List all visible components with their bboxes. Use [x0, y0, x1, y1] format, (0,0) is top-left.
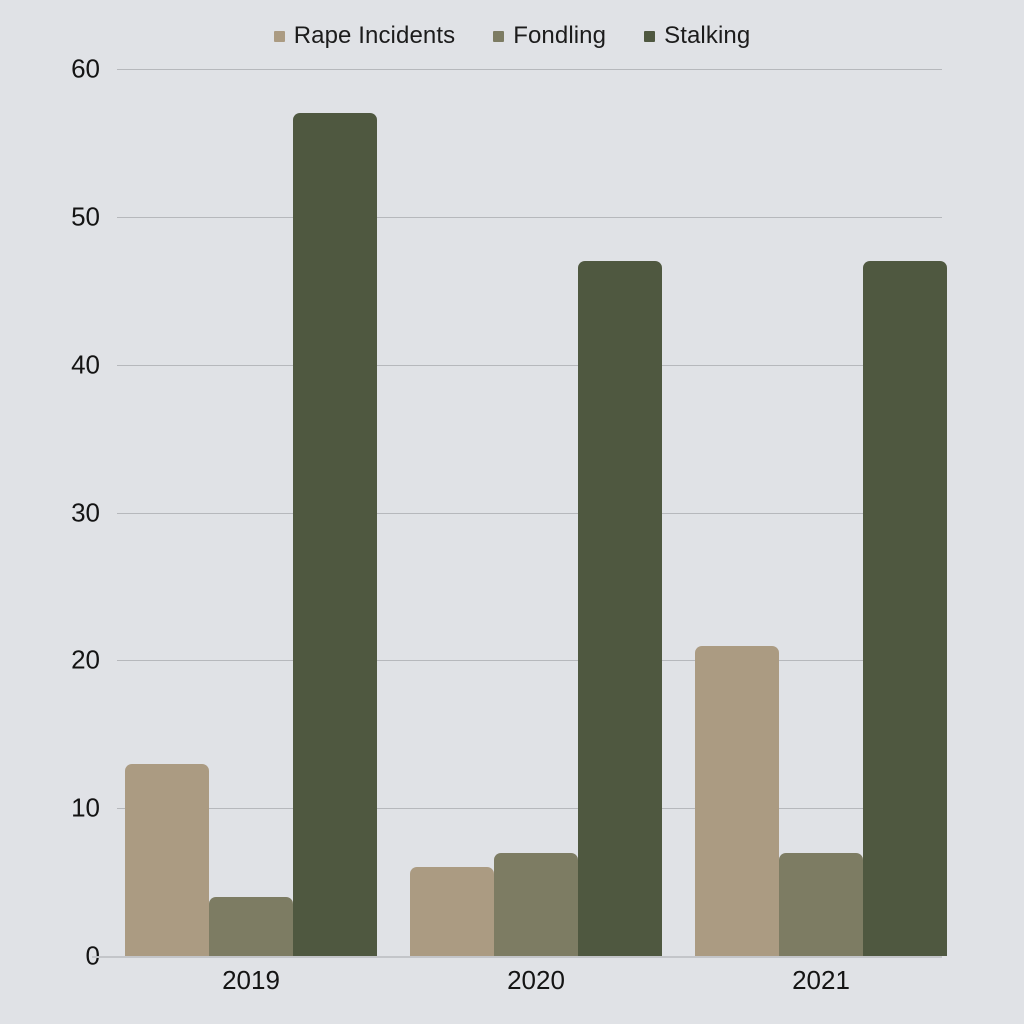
- legend-item-rape-incidents[interactable]: Rape Incidents: [273, 22, 456, 50]
- x-axis-tick-label-2020: 2020: [507, 965, 565, 995]
- chart-legend: Rape Incidents Fondling Stalking: [0, 22, 1024, 50]
- legend-item-stalking[interactable]: Stalking: [644, 22, 750, 50]
- y-axis-tick-label: 30: [71, 497, 100, 527]
- x-axis-tick-label-2019: 2019: [222, 965, 280, 995]
- legend-label-rape-incidents: Rape Incidents: [293, 22, 456, 49]
- legend-label-stalking: Stalking: [664, 22, 751, 49]
- bar-2019-fondling[interactable]: [209, 896, 293, 956]
- legend-swatch-fondling: [493, 30, 505, 42]
- y-axis-tick-label: 50: [71, 201, 100, 232]
- bar-2021-stalking[interactable]: [863, 261, 947, 956]
- plot-area: [117, 69, 947, 956]
- bar-2020-stalking[interactable]: [578, 261, 662, 956]
- bar-group-2021: [695, 69, 947, 956]
- bar-2019-rape-incidents[interactable]: [125, 763, 209, 956]
- y-axis-tick-label: 60: [71, 53, 100, 84]
- y-axis-tick-label: 40: [71, 349, 100, 380]
- gridline-50: [117, 216, 942, 218]
- legend-item-fondling[interactable]: Fondling: [493, 22, 606, 50]
- gridline-10: [117, 808, 942, 810]
- bar-2021-rape-incidents[interactable]: [695, 645, 779, 956]
- gridline-40: [117, 364, 942, 366]
- bar-2021-fondling[interactable]: [779, 852, 863, 956]
- x-axis-tick-label-2021: 2021: [792, 965, 850, 995]
- bar-group-2020: [410, 69, 662, 956]
- legend-label-fondling: Fondling: [513, 22, 607, 49]
- y-axis-tick-label: 20: [71, 644, 100, 675]
- y-axis: 0 10 20 30 40 50 60: [0, 0, 100, 1024]
- gridline-30: [117, 512, 942, 514]
- bar-2020-fondling[interactable]: [494, 852, 578, 956]
- legend-swatch-rape-incidents: [273, 30, 285, 42]
- x-axis-line: [92, 956, 942, 958]
- gridline-20: [117, 660, 942, 662]
- bar-2019-stalking[interactable]: [293, 113, 377, 956]
- y-axis-tick-label: 0: [30, 941, 100, 972]
- gridline-60: [117, 69, 942, 70]
- y-axis-tick-label: 10: [71, 792, 100, 823]
- legend-swatch-stalking: [644, 30, 656, 42]
- bar-group-2019: [125, 69, 377, 956]
- bar-2020-rape-incidents[interactable]: [410, 867, 494, 956]
